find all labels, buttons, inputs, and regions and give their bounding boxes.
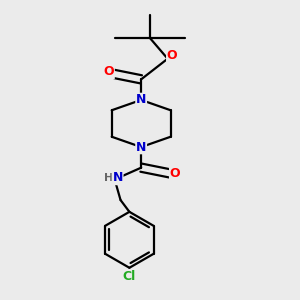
Text: O: O [167,49,177,62]
Text: N: N [136,141,146,154]
Text: Cl: Cl [123,270,136,283]
Text: O: O [103,65,114,79]
Text: N: N [136,93,146,106]
Text: N: N [112,172,123,184]
Text: H: H [104,173,113,183]
Text: O: O [170,167,180,180]
